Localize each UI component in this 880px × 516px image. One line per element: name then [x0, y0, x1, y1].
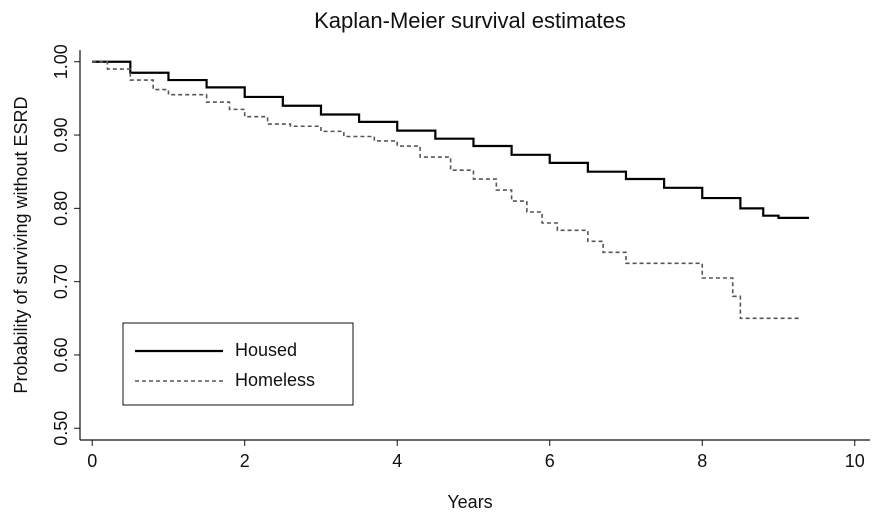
x-tick-label: 10 [845, 451, 865, 471]
legend-label: Homeless [235, 370, 315, 390]
y-tick-label: 0.70 [51, 264, 71, 299]
legend-box [122, 322, 354, 406]
x-tick-label: 8 [697, 451, 707, 471]
x-tick-label: 0 [87, 451, 97, 471]
y-tick-label: 1.00 [51, 44, 71, 79]
y-tick-label: 0.50 [51, 411, 71, 446]
x-tick-label: 4 [392, 451, 402, 471]
survival-line [92, 60, 809, 219]
y-axis-label: Probability of surviving without ESRD [11, 96, 31, 393]
y-tick-label: 0.80 [51, 191, 71, 226]
chart-title: Kaplan-Meier survival estimates [314, 8, 626, 33]
x-tick-label: 2 [240, 451, 250, 471]
survival-line [92, 60, 802, 320]
x-axis-label: Years [447, 492, 492, 512]
y-tick-label: 0.60 [51, 337, 71, 372]
legend-label: Housed [235, 340, 297, 360]
y-tick-label: 0.90 [51, 118, 71, 153]
x-tick-label: 6 [545, 451, 555, 471]
